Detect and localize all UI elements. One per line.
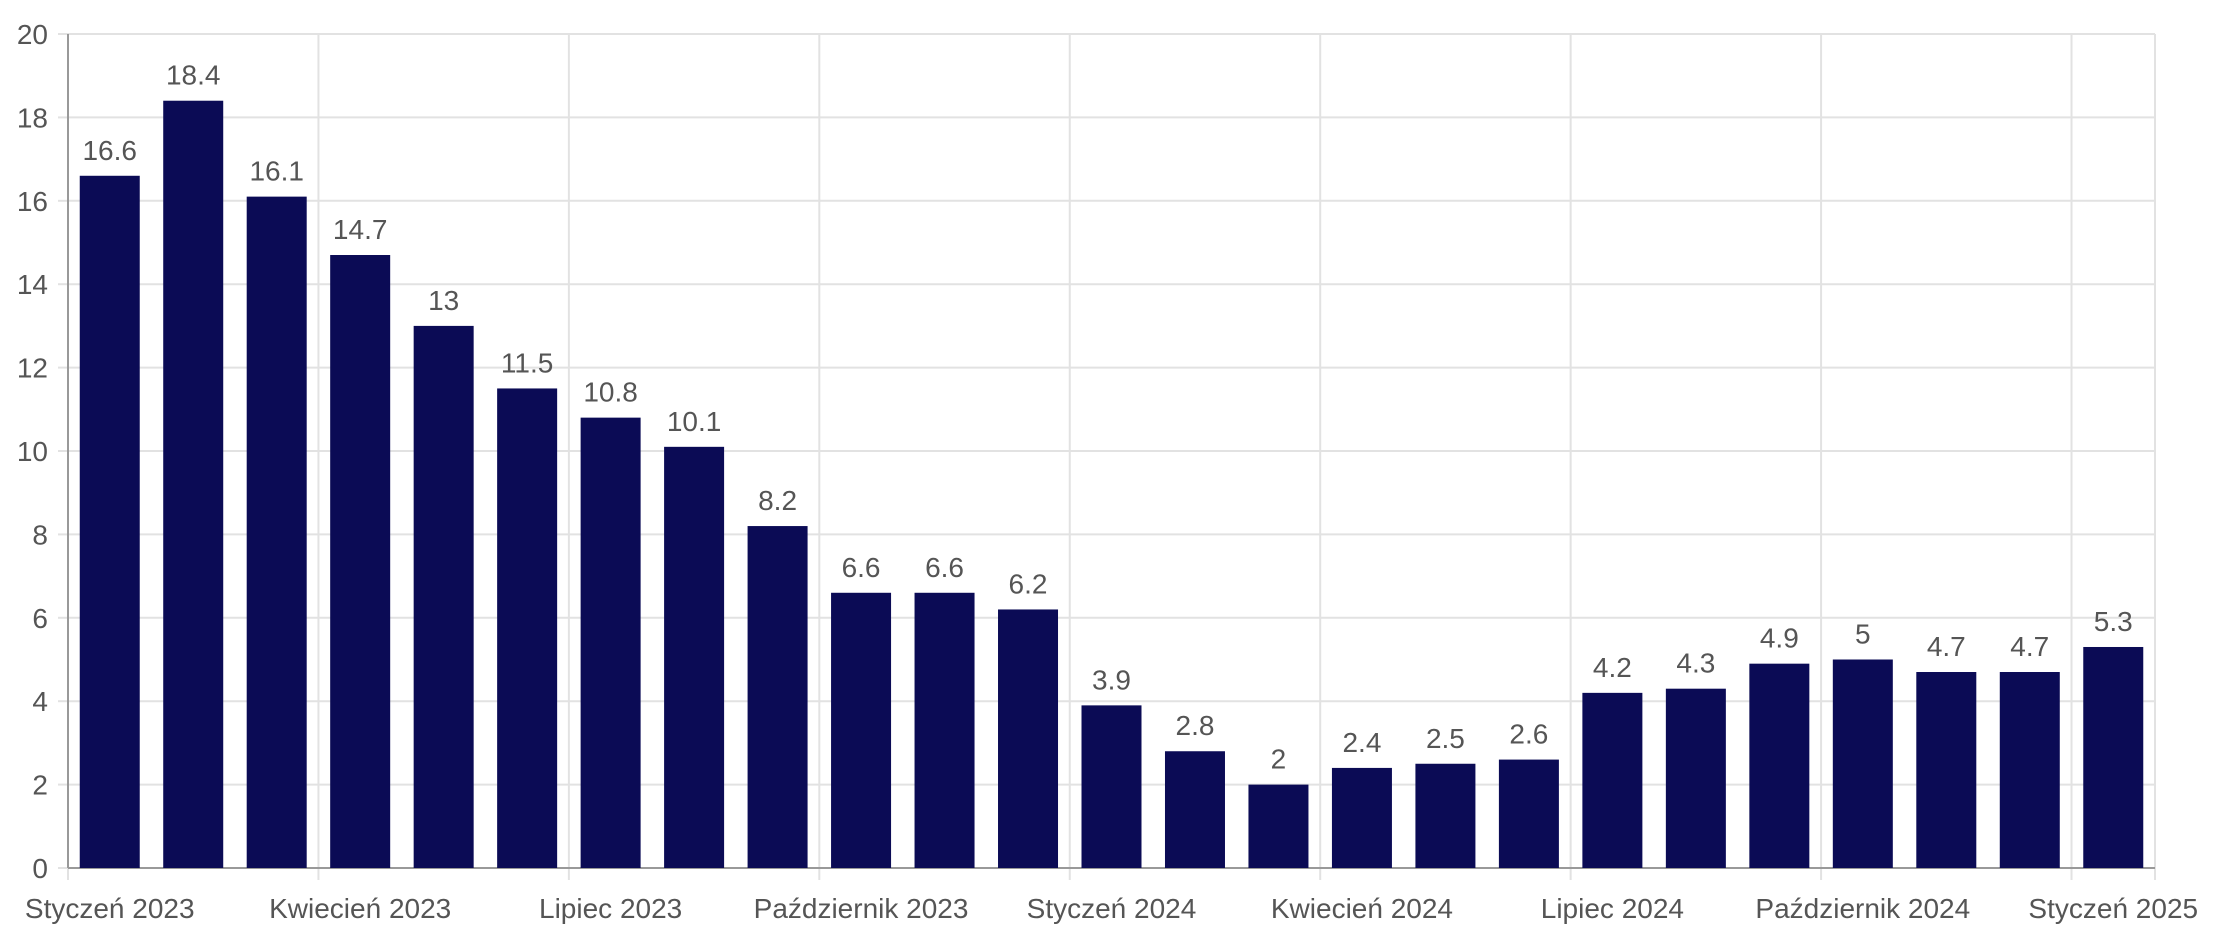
bar	[1665, 688, 1726, 868]
bar-value-label: 4.9	[1760, 623, 1799, 654]
x-tick-label: Lipiec 2023	[539, 893, 682, 924]
bar	[2083, 646, 2144, 868]
bar	[246, 196, 307, 868]
bar	[1498, 759, 1559, 868]
x-axis-tick-labels: Styczeń 2023 Kwiecień 2023 Lipiec 2023 Paźd…	[25, 893, 2198, 924]
bars	[79, 100, 2144, 869]
bar-value-label: 2.4	[1342, 727, 1381, 758]
x-tick-label: Styczeń 2024	[1027, 893, 1197, 924]
x-tick-label: Październik 2023	[754, 893, 969, 924]
bar-value-label: 4.2	[1593, 652, 1632, 683]
bar	[413, 325, 474, 868]
y-tick-label: 0	[32, 853, 48, 884]
bar-value-label: 2.5	[1426, 723, 1465, 754]
bar	[664, 446, 725, 868]
bar	[330, 255, 391, 868]
bar	[1081, 705, 1142, 868]
x-tick-label: Kwiecień 2024	[1271, 893, 1453, 924]
bar	[1999, 672, 2060, 868]
y-tick-label: 14	[17, 269, 48, 300]
x-tick-label: Styczeń 2025	[2028, 893, 2198, 924]
y-tick-label: 6	[32, 603, 48, 634]
bar	[1331, 767, 1392, 868]
bar	[1749, 663, 1810, 868]
bar-value-label: 10.8	[583, 377, 638, 408]
bar	[497, 388, 558, 868]
bar-value-label: 6.6	[842, 552, 881, 583]
bar-value-label: 8.2	[758, 485, 797, 516]
bar-value-label: 16.6	[82, 135, 137, 166]
x-tick-label: Styczeń 2023	[25, 893, 195, 924]
x-tick-label: Kwiecień 2023	[269, 893, 451, 924]
data-labels: 16.6 18.4 16.1 14.7 13 11.5 10.8 10.1 8.2 6.6 6.6 6…	[82, 60, 2132, 775]
bar-value-label: 6.2	[1009, 568, 1048, 599]
bar-value-label: 2	[1271, 744, 1287, 775]
bar-value-label: 16.1	[249, 156, 304, 187]
bar	[1582, 692, 1643, 868]
bar	[914, 592, 975, 868]
bar	[831, 592, 892, 868]
bar	[580, 417, 641, 868]
bar-value-label: 11.5	[501, 347, 553, 378]
bar	[1415, 763, 1476, 868]
y-tick-label: 4	[32, 686, 48, 717]
bar	[1832, 659, 1893, 868]
bar-value-label: 14.7	[333, 214, 388, 245]
bar-value-label: 4.7	[2010, 631, 2049, 662]
y-tick-label: 18	[17, 102, 48, 133]
bar-value-label: 4.3	[1676, 648, 1715, 679]
x-tick-label: Lipiec 2024	[1541, 893, 1684, 924]
bar-value-label: 5	[1855, 619, 1871, 650]
bar-value-label: 13	[428, 285, 459, 316]
bar	[1916, 672, 1977, 868]
bar-value-label: 3.9	[1092, 664, 1131, 695]
bar-value-label: 10.1	[667, 406, 722, 437]
y-tick-label: 16	[17, 186, 48, 217]
y-tick-label: 8	[32, 519, 48, 550]
y-tick-label: 10	[17, 436, 48, 467]
bar-value-label: 4.7	[1927, 631, 1966, 662]
bar-value-label: 5.3	[2094, 606, 2133, 637]
bar-value-label: 2.6	[1509, 719, 1548, 750]
bar	[163, 100, 224, 869]
bar-value-label: 18.4	[166, 60, 221, 91]
y-tick-label: 2	[32, 770, 48, 801]
bar	[1248, 784, 1309, 868]
bar	[747, 526, 808, 868]
y-tick-label: 12	[17, 353, 48, 384]
y-axis-tick-labels: 0 2 4 6 8 10 12 14 16 18 20	[17, 19, 48, 884]
bar	[79, 175, 140, 868]
y-tick-label: 20	[17, 19, 48, 50]
bar	[1164, 751, 1225, 868]
bar	[998, 609, 1059, 868]
bar-value-label: 2.8	[1176, 710, 1215, 741]
x-tick-label: Październik 2024	[1755, 893, 1970, 924]
bar-value-label: 6.6	[925, 552, 964, 583]
